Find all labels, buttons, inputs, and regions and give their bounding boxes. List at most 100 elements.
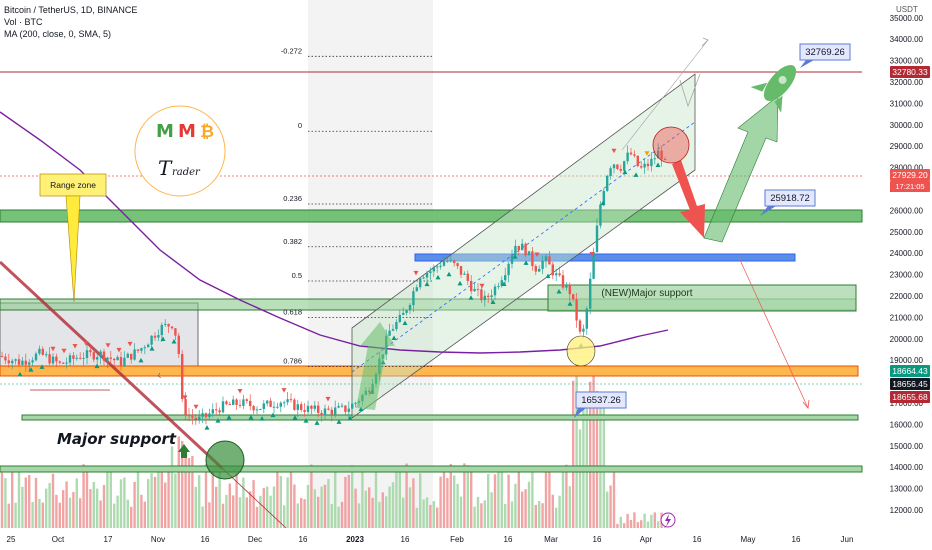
- candle-body: [177, 335, 180, 354]
- x-tick-label: Dec: [248, 535, 262, 544]
- candle-body: [650, 158, 653, 167]
- volume-bar: [636, 522, 639, 528]
- volume-bar: [354, 488, 357, 528]
- x-tick-label: 2023: [346, 535, 364, 544]
- candle-body: [422, 277, 425, 279]
- volume-bar: [415, 507, 418, 528]
- volume-bar: [136, 469, 140, 528]
- x-tick-label: 16: [299, 535, 308, 544]
- fib-level-label: 0.382: [283, 237, 302, 246]
- volume-bar: [521, 491, 524, 528]
- volume-bar: [187, 457, 191, 528]
- volume-bar: [402, 497, 405, 528]
- price-axis[interactable]: 12000.00 13000.00 14000.00 15000.00 16000.00…: [890, 14, 924, 515]
- candle-body: [167, 323, 170, 327]
- candle-body: [45, 354, 48, 356]
- bearish-projection-line: [739, 259, 809, 409]
- candle-body: [28, 362, 31, 365]
- candle-body: [432, 266, 435, 272]
- sell-signal-marker: [182, 395, 188, 400]
- candle-body: [99, 351, 102, 358]
- buy-signal-marker: [391, 335, 397, 340]
- candle-body: [133, 349, 136, 360]
- candle-body: [0, 355, 4, 357]
- candle-body: [442, 260, 446, 266]
- buy-signal-marker: [171, 339, 177, 344]
- candle-body: [561, 275, 565, 288]
- currency-label: USDT: [896, 5, 918, 14]
- price-tag: 17:21:05: [890, 181, 930, 192]
- volume-bar: [548, 465, 551, 528]
- volume-bar: [500, 466, 503, 528]
- buy-signal-marker: [567, 301, 573, 306]
- volume-bar: [558, 495, 561, 528]
- buy-signal-marker: [160, 336, 166, 342]
- candle-body: [504, 275, 507, 281]
- volume-bar: [504, 503, 507, 528]
- rocket-icon: [750, 64, 797, 113]
- volume-bar: [449, 463, 452, 528]
- logo-letter-m2: M: [178, 121, 196, 142]
- candle-body: [517, 245, 520, 251]
- candle-body: [429, 271, 432, 274]
- candle-body: [116, 357, 119, 361]
- candle-body: [221, 401, 225, 413]
- candle-body: [232, 399, 235, 405]
- candles: [0, 143, 667, 425]
- candle-body: [225, 401, 228, 405]
- sell-signal-marker: [644, 151, 650, 156]
- y-tick-label: 24000.00: [890, 249, 924, 258]
- x-tick-label: 16: [401, 535, 410, 544]
- volume-bar: [184, 449, 187, 528]
- volume-bar: [34, 477, 38, 528]
- volume-bar: [327, 479, 330, 528]
- candle-body: [344, 405, 347, 412]
- candle-body: [347, 408, 350, 412]
- y-tick-label: 29000.00: [890, 142, 924, 151]
- volume-bar: [89, 489, 92, 528]
- channel-midline: [351, 121, 696, 373]
- volume-bar: [167, 470, 170, 528]
- volume-bar: [497, 471, 500, 528]
- buy-signal-marker: [600, 200, 606, 206]
- price-tag: 18664.43: [890, 365, 930, 377]
- volume-bar: [514, 483, 517, 528]
- volume-bar: [344, 476, 347, 528]
- candle-body: [160, 324, 163, 336]
- volume-bar: [170, 446, 174, 528]
- volume-bar: [242, 477, 245, 528]
- candle-body: [164, 323, 167, 325]
- range-zone-label: Range zone: [50, 180, 96, 190]
- sell-signal-marker: [479, 283, 485, 289]
- candle-body: [286, 399, 289, 403]
- x-tick-label: 16: [593, 535, 602, 544]
- volume-bar: [330, 503, 333, 528]
- time-axis[interactable]: 25 Oct 17 Nov 16 Dec 16 2023 16 Feb 16 Mar 16 Apr 16 Ma…: [7, 535, 854, 544]
- buy-signal-marker: [347, 415, 353, 421]
- buy-signal-marker: [545, 273, 551, 279]
- volume-bar: [347, 474, 350, 528]
- logo-trader-rest: rader: [172, 167, 201, 178]
- candle-body: [473, 288, 476, 292]
- volume-bar: [422, 499, 425, 528]
- candle-body: [663, 159, 667, 161]
- candle-body: [405, 310, 408, 313]
- buy-signal-marker: [149, 346, 155, 351]
- lightning-icon[interactable]: [660, 512, 676, 528]
- buy-signal-marker: [336, 419, 342, 424]
- volume-bar: [235, 473, 238, 528]
- sell-signal-marker: [105, 343, 111, 348]
- volume-bar: [544, 471, 548, 528]
- volume-bar: [531, 467, 534, 528]
- y-tick-label: 25000.00: [890, 228, 924, 237]
- volume-bar: [476, 496, 480, 528]
- volume-bar: [592, 374, 595, 528]
- y-tick-label: 13000.00: [890, 485, 924, 494]
- y-tick-label: 31000.00: [890, 99, 924, 108]
- volume-bar: [262, 488, 265, 528]
- candle-body: [130, 353, 133, 360]
- up-arrow-marker: [181, 451, 187, 458]
- candle-body: [150, 335, 153, 345]
- sell-signal-marker: [50, 346, 56, 352]
